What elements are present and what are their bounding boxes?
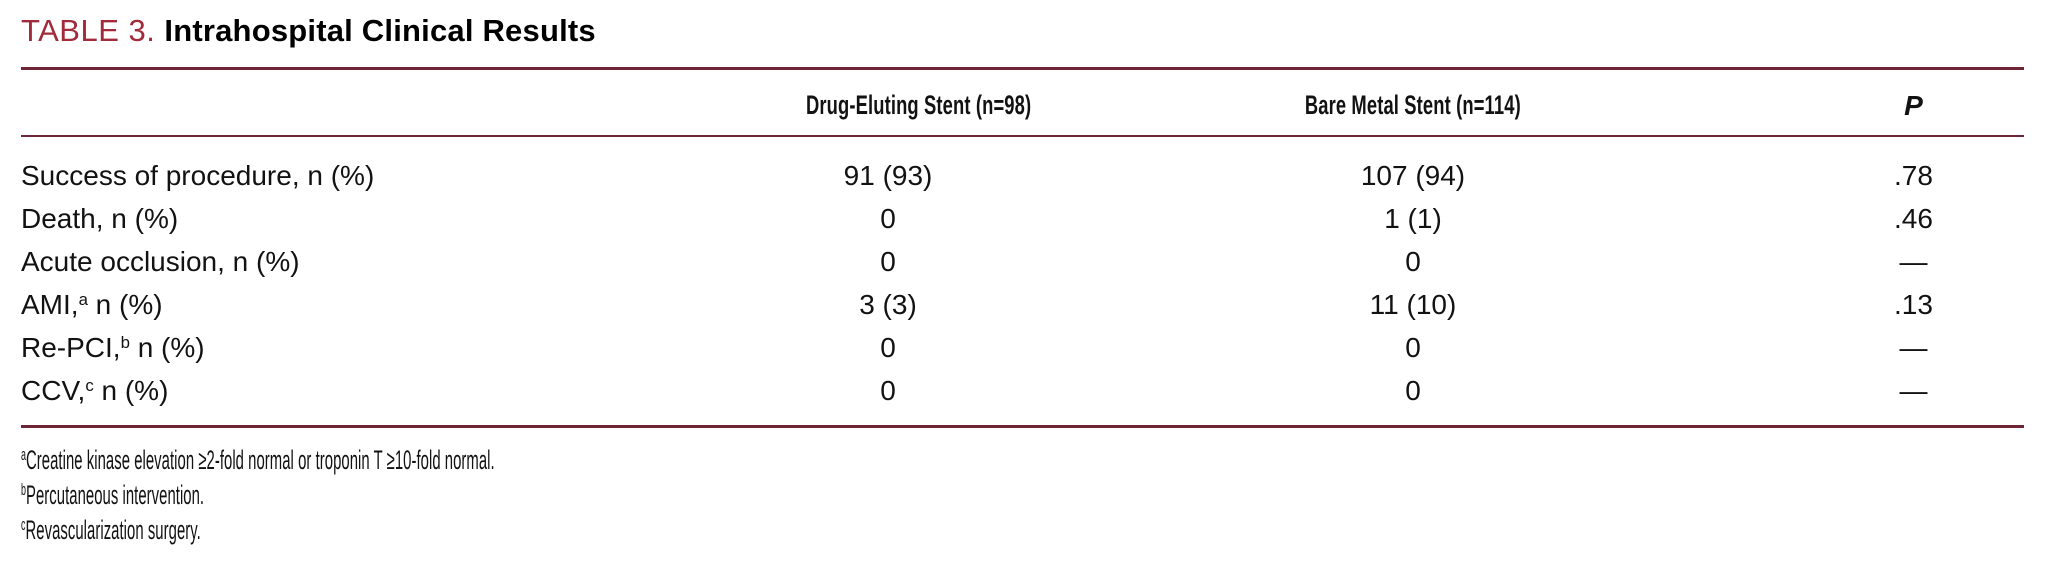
header-p-value: P: [1803, 70, 2024, 137]
cell-value: 0: [1405, 246, 1421, 277]
cell-value: 107 (94): [1360, 160, 1466, 191]
footnote-marker: b: [120, 332, 130, 352]
cell-value: —: [1899, 375, 1928, 406]
footnote-marker: c: [85, 375, 94, 395]
header-drug-eluting-stent: Drug-Eluting Stent (n=98): [753, 70, 1031, 137]
row-label: CCV,c n (%): [21, 375, 169, 406]
table-row: CCV,c n (%) 0 0 —: [21, 369, 2024, 425]
clinical-results-table: Drug-Eluting Stent (n=98) Bare Metal Ste…: [21, 70, 2024, 425]
header-empty: [21, 70, 753, 137]
table-row: Acute occlusion, n (%) 0 0 —: [21, 240, 2024, 283]
header-bare-metal-stent: Bare Metal Stent (n=114): [1023, 70, 1803, 137]
cell-value: 1 (1): [1384, 203, 1442, 234]
footnotes: aCreatine kinase elevation ≥2-fold norma…: [21, 443, 2024, 548]
cell-value: 0: [880, 332, 896, 363]
table-header: Drug-Eluting Stent (n=98) Bare Metal Ste…: [21, 70, 2024, 137]
top-rule: [21, 67, 2024, 70]
cell-value: 0: [1405, 375, 1421, 406]
table-row: Re-PCI,b n (%) 0 0 —: [21, 326, 2024, 369]
table-title: TABLE 3. Intrahospital Clinical Results: [21, 14, 2024, 47]
cell-value: .46: [1894, 203, 1933, 234]
footnote-marker: b: [21, 481, 27, 500]
bottom-rule: [21, 425, 2024, 428]
table-body: Success of procedure, n (%) 91 (93) 107 (9…: [21, 136, 2024, 425]
cell-value: 91 (93): [843, 160, 933, 191]
footnote: aCreatine kinase elevation ≥2-fold norma…: [21, 445, 495, 475]
cell-value: 0: [880, 246, 896, 277]
table-row: Death, n (%) 0 1 (1) .46: [21, 197, 2024, 240]
cell-value: 0: [880, 203, 896, 234]
cell-value: —: [1899, 332, 1928, 363]
header-row: Drug-Eluting Stent (n=98) Bare Metal Ste…: [21, 70, 2024, 137]
row-label: Death, n (%): [21, 203, 179, 234]
table-number: TABLE 3.: [21, 13, 156, 48]
footnote-marker: c: [21, 516, 26, 535]
cell-value: —: [1899, 246, 1928, 277]
cell-value: 3 (3): [859, 289, 917, 320]
cell-value: 11 (10): [1369, 289, 1457, 320]
footnote: cRevascularization surgery.: [21, 515, 201, 545]
cell-value: .13: [1894, 289, 1933, 320]
table-row: AMI,a n (%) 3 (3) 11 (10) .13: [21, 283, 2024, 326]
table-caption: Intrahospital Clinical Results: [164, 13, 596, 48]
row-label: Acute occlusion, n (%): [21, 246, 300, 277]
row-label: AMI,a n (%): [21, 289, 163, 320]
footnote-marker: a: [21, 446, 27, 465]
footnote: bPercutaneous intervention.: [21, 480, 205, 510]
row-label: Re-PCI,b n (%): [21, 332, 205, 363]
footnote-marker: a: [78, 289, 88, 309]
cell-value: 0: [880, 375, 896, 406]
table-row: Success of procedure, n (%) 91 (93) 107 (9…: [21, 136, 2024, 197]
cell-value: .78: [1894, 160, 1933, 191]
row-label: Success of procedure, n (%): [21, 160, 375, 191]
cell-value: 0: [1405, 332, 1421, 363]
